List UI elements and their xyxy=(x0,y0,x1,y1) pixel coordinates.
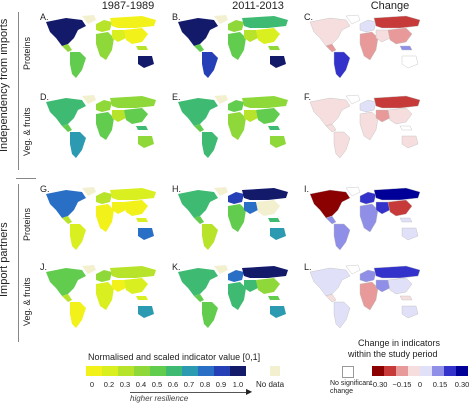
legend-change-tick: −0.30 xyxy=(368,380,388,389)
map-panel-g: G. xyxy=(38,184,162,254)
map-panel-l: L. xyxy=(302,262,426,332)
legend-norm-swatch xyxy=(166,366,182,376)
no-significant-change-label: No significant change xyxy=(330,380,390,396)
world-map-g xyxy=(46,187,156,250)
no-data-label: No data xyxy=(256,380,285,389)
legend-change-tick: 0 xyxy=(417,380,423,389)
no-sig-line-1: No significant xyxy=(330,380,373,387)
row-title-vegfruits-1: Veg. & fruits xyxy=(22,107,32,157)
world-map-l xyxy=(309,264,421,329)
legend-norm-swatch xyxy=(150,366,166,376)
legend-norm-tick: 0.9 xyxy=(215,380,227,389)
map-panel-b: B. xyxy=(170,12,294,82)
legend-change-tick: −0.15 xyxy=(392,380,412,389)
group-bracket-bottom xyxy=(18,184,19,342)
row-title-proteins-1: Proteins xyxy=(22,36,32,70)
legend-norm-swatch xyxy=(134,366,150,376)
legend-norm-tick: 0.4 xyxy=(135,380,147,389)
legend-norm-swatch xyxy=(118,366,134,376)
legend-norm-tick: 0.8 xyxy=(199,380,211,389)
legend-norm-tick: 0.2 xyxy=(103,380,115,389)
row-title-vegfruits-2: Veg. & fruits xyxy=(22,277,32,327)
world-map-c xyxy=(309,14,421,79)
world-map-a xyxy=(46,15,156,78)
group-bracket-top xyxy=(18,12,19,170)
legend-change-tick: 0.30 xyxy=(454,380,470,389)
panel-letter-e: E. xyxy=(172,92,181,102)
no-data-swatch xyxy=(270,366,280,376)
arrow-head-icon: ▶ xyxy=(246,387,253,396)
legend-change-swatch xyxy=(444,366,456,376)
world-map-d xyxy=(46,95,156,158)
legend-norm-tick: 0.6 xyxy=(167,380,179,389)
panel-letter-h: H. xyxy=(172,184,181,194)
legend-norm-swatch xyxy=(182,366,198,376)
row-title-proteins-2: Proteins xyxy=(22,207,32,241)
legend-change-title-2: within the study period xyxy=(348,349,438,359)
legend-change-swatch xyxy=(384,366,396,376)
panel-letter-a: A. xyxy=(40,12,49,22)
panel-letter-d: D. xyxy=(40,92,49,102)
legend-norm-swatch xyxy=(214,366,230,376)
panel-letter-j: J. xyxy=(40,262,48,272)
map-panel-d: D. xyxy=(38,92,162,162)
world-map-b xyxy=(178,15,288,78)
map-panel-h: H. xyxy=(170,184,294,254)
legend-norm-tick: 0.3 xyxy=(119,380,131,389)
legend-norm-swatch xyxy=(86,366,102,376)
legend-change-swatch xyxy=(372,366,384,376)
column-title-1987-1989: 1987-1989 xyxy=(101,0,155,12)
panel-letter-k: K. xyxy=(172,262,181,272)
world-map-k xyxy=(178,265,288,328)
legend-norm-title: Normalised and scaled indicator value [0… xyxy=(88,352,261,362)
panel-letter-c: C. xyxy=(304,12,313,22)
world-map-e xyxy=(178,95,288,158)
map-panel-a: A. xyxy=(38,12,162,82)
legend-change-title-1: Change in indicators xyxy=(358,338,441,348)
legend-norm-swatch xyxy=(102,366,118,376)
world-map-h xyxy=(178,187,288,250)
panel-letter-b: B. xyxy=(172,12,181,22)
legend-norm-swatch xyxy=(198,366,214,376)
legend-change-swatch xyxy=(408,366,420,376)
legend-change-tick: 0.15 xyxy=(432,380,448,389)
legend-norm-tick: 0.5 xyxy=(151,380,163,389)
map-panel-e: E. xyxy=(170,92,294,162)
map-panel-i: I. xyxy=(302,184,426,254)
row-divider-left xyxy=(16,178,36,179)
row-group-title-independency: Independency from imports xyxy=(0,18,10,152)
map-panel-k: K. xyxy=(170,262,294,332)
legend-change-swatch xyxy=(396,366,408,376)
panel-letter-f: F. xyxy=(304,92,312,102)
legend-change-swatch xyxy=(456,366,468,376)
world-map-i xyxy=(309,186,421,251)
legend-change-swatch xyxy=(432,366,444,376)
panel-letter-g: G. xyxy=(40,184,50,194)
panel-letter-i: I. xyxy=(304,184,310,194)
higher-resilience-label: higher resilience xyxy=(130,394,189,403)
legend-norm-tick: 0.7 xyxy=(183,380,195,389)
panel-letter-l: L. xyxy=(304,262,312,272)
higher-resilience-arrow xyxy=(130,392,250,393)
no-sig-line-2: change xyxy=(330,388,353,395)
map-panel-c: C. xyxy=(302,12,426,82)
world-map-j xyxy=(46,265,156,328)
world-map-f xyxy=(309,94,421,159)
legend-norm-swatch xyxy=(230,366,246,376)
legend-norm-tick: 1.0 xyxy=(232,380,244,389)
map-panel-f: F. xyxy=(302,92,426,162)
column-title-2011-2013: 2011-2013 xyxy=(232,0,284,12)
legend-change-swatch xyxy=(420,366,432,376)
no-significant-change-swatch xyxy=(342,366,354,378)
legend-norm-tick: 0 xyxy=(89,380,95,389)
column-title-change: Change xyxy=(370,0,410,12)
map-panel-j: J. xyxy=(38,262,162,332)
row-group-title-import-partners: Import partners xyxy=(0,222,10,298)
